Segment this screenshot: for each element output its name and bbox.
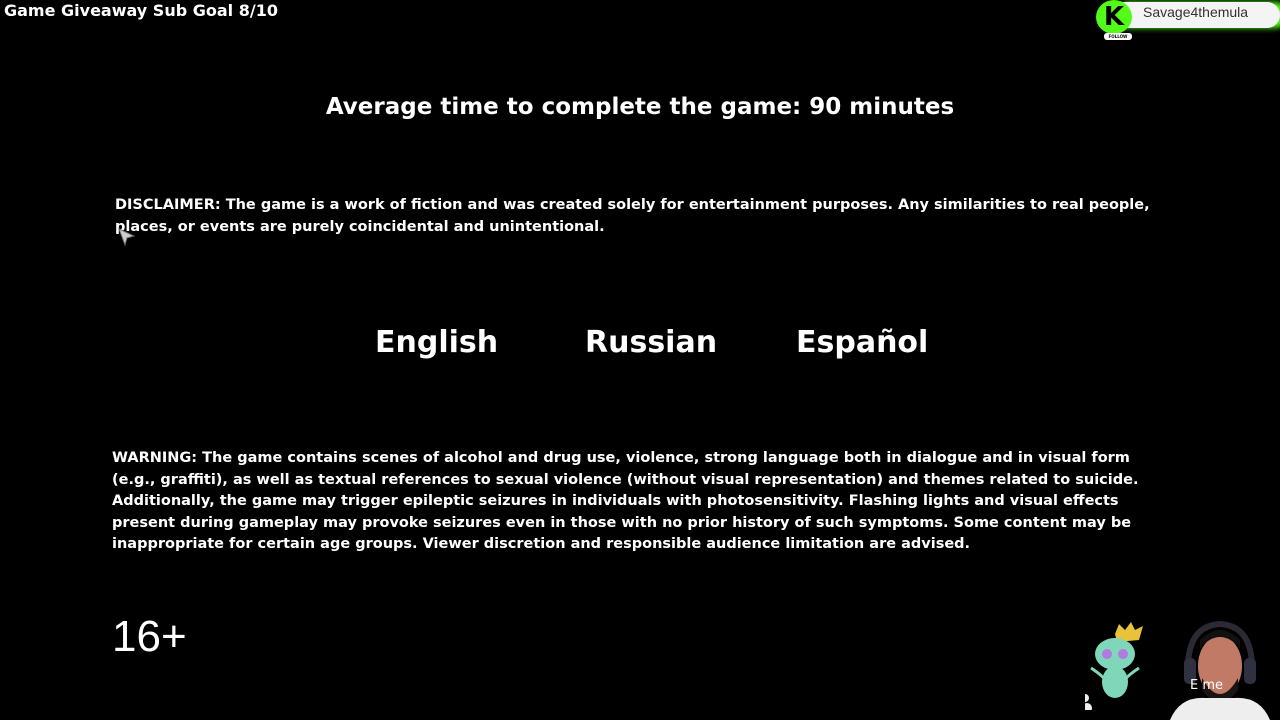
cursor-icon: [118, 228, 136, 246]
kick-logo-icon: K: [1096, 0, 1132, 34]
kick-follow-badge: K Savage4themula FOLLOW: [1096, 0, 1280, 40]
language-button-russian[interactable]: Russian: [585, 325, 718, 360]
kick-follow-label: FOLLOW: [1104, 33, 1132, 40]
disclaimer-text: DISCLAIMER: The game is a work of fictio…: [115, 197, 1150, 235]
kick-username-pill: [1116, 2, 1280, 28]
webcam-avatar: [1170, 620, 1270, 720]
mascot-sticker-icon: [1085, 622, 1143, 710]
warning-text: WARNING: The game contains scenes of alc…: [112, 450, 1139, 552]
language-button-english[interactable]: English: [375, 325, 499, 360]
language-button-espanol[interactable]: Español: [796, 325, 929, 360]
webcam-overlay-text: E me: [1190, 678, 1224, 693]
page-title: Average time to complete the game: 90 mi…: [325, 94, 955, 120]
age-rating: 16+: [112, 612, 187, 661]
kick-username: Savage4themula: [1143, 4, 1249, 20]
sub-goal-text: Game Giveaway Sub Goal 8/10: [4, 1, 278, 20]
